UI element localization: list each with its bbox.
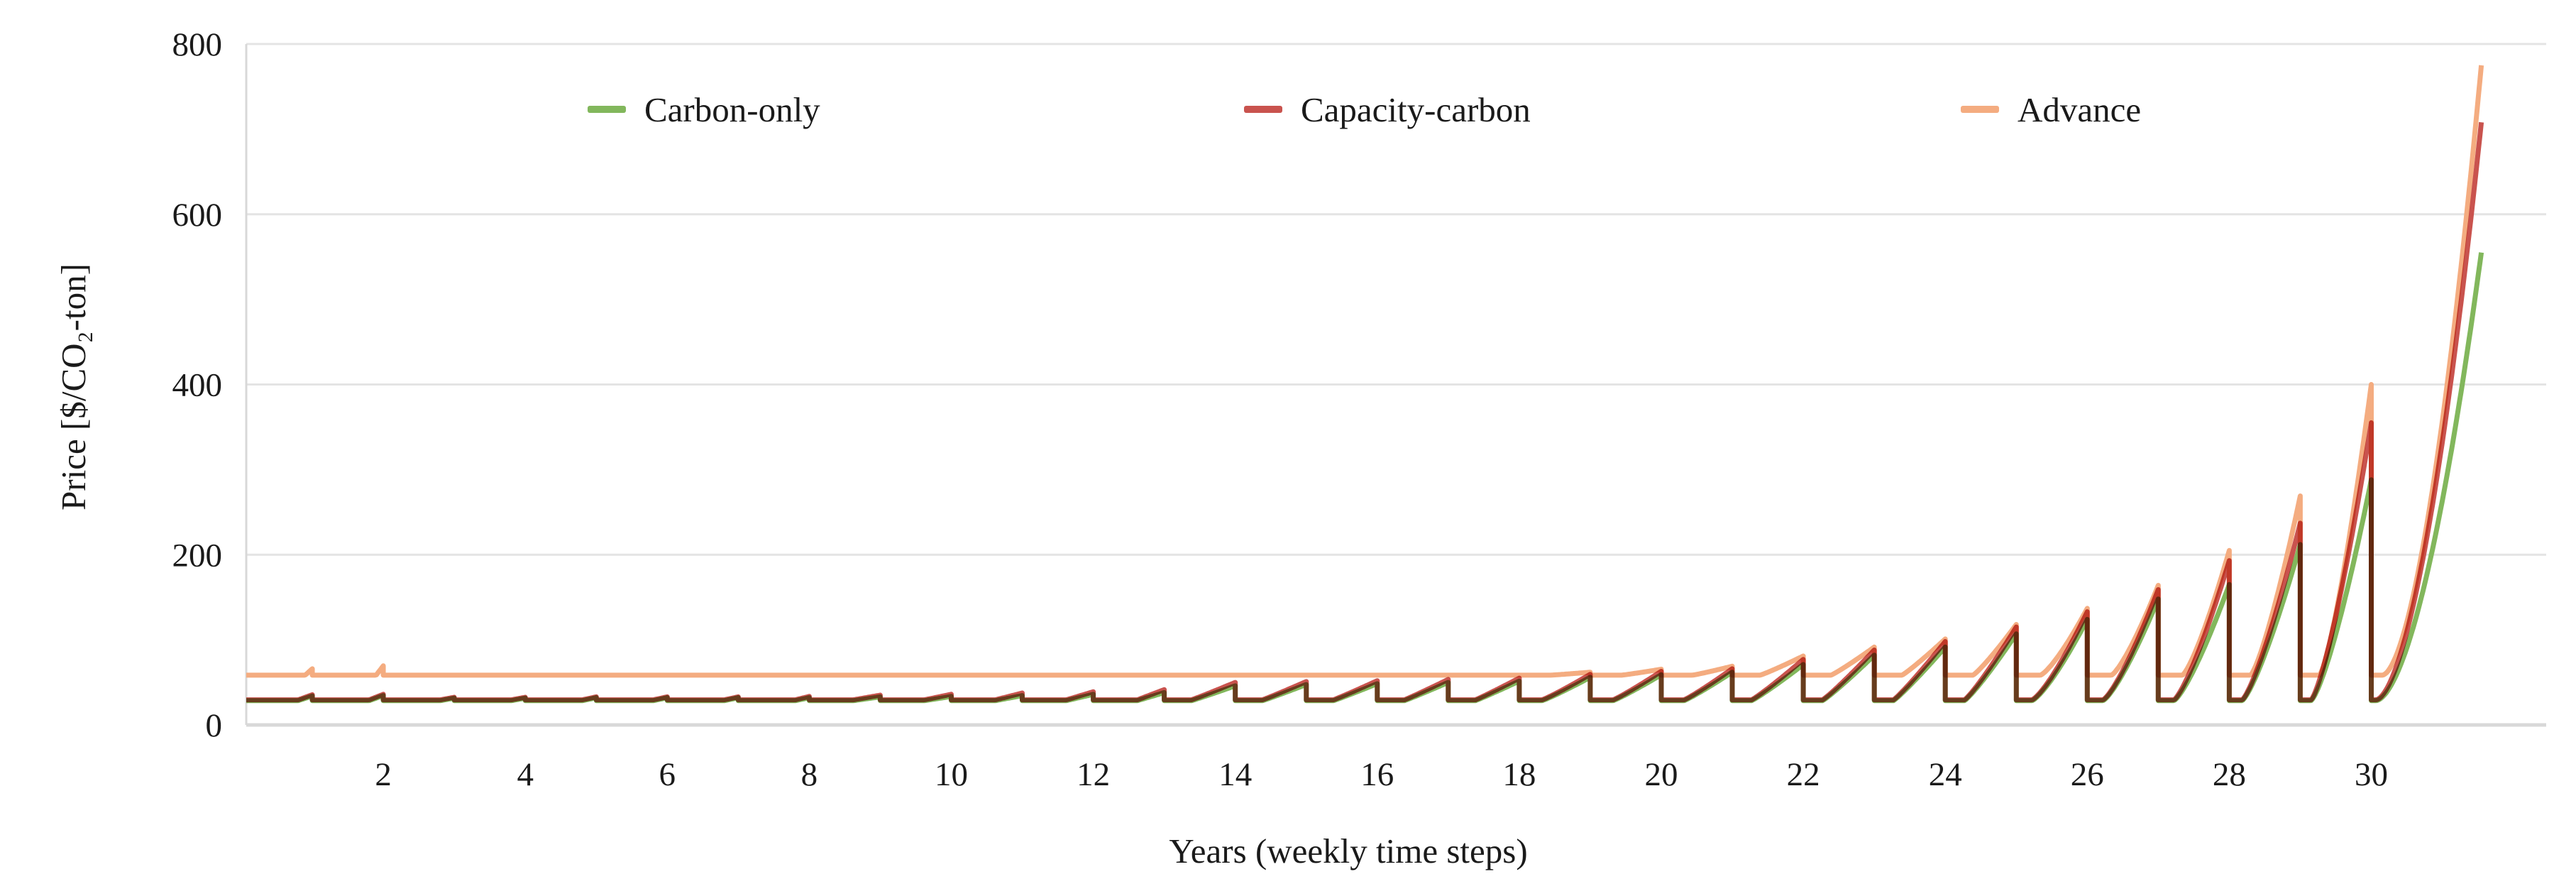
- x-tick-label-20: 20: [1645, 756, 1678, 793]
- y-tick-label-400: 400: [172, 367, 223, 404]
- y-tick-label-0: 0: [206, 707, 223, 744]
- x-axis-title: Years (weekly time steps): [1169, 831, 1527, 871]
- y-axis-title: Price [$/CO₂-ton]: [54, 263, 93, 511]
- x-tick-label-28: 28: [2213, 756, 2246, 793]
- x-tick-label-8: 8: [801, 756, 818, 793]
- y-tick-label-600: 600: [172, 197, 223, 234]
- x-tick-label-26: 26: [2071, 756, 2104, 793]
- x-tick-label-18: 18: [1502, 756, 1536, 793]
- x-tick-label-2: 2: [375, 756, 392, 793]
- series-line-advance: [246, 65, 2484, 678]
- y-tick-label-800: 800: [172, 26, 223, 63]
- series-line-carbon-only: [246, 252, 2484, 704]
- x-tick-label-24: 24: [1929, 756, 1962, 793]
- x-tick-label-12: 12: [1077, 756, 1110, 793]
- y-tick-label-200: 200: [172, 537, 223, 574]
- x-tick-label-4: 4: [517, 756, 534, 793]
- x-tick-label-16: 16: [1360, 756, 1394, 793]
- x-tick-label-10: 10: [935, 756, 968, 793]
- x-tick-label-14: 14: [1218, 756, 1252, 793]
- x-tick-label-6: 6: [659, 756, 676, 793]
- series-line-capacity-carbon: [246, 121, 2484, 703]
- x-tick-label-30: 30: [2355, 756, 2388, 793]
- x-tick-label-22: 22: [1787, 756, 1820, 793]
